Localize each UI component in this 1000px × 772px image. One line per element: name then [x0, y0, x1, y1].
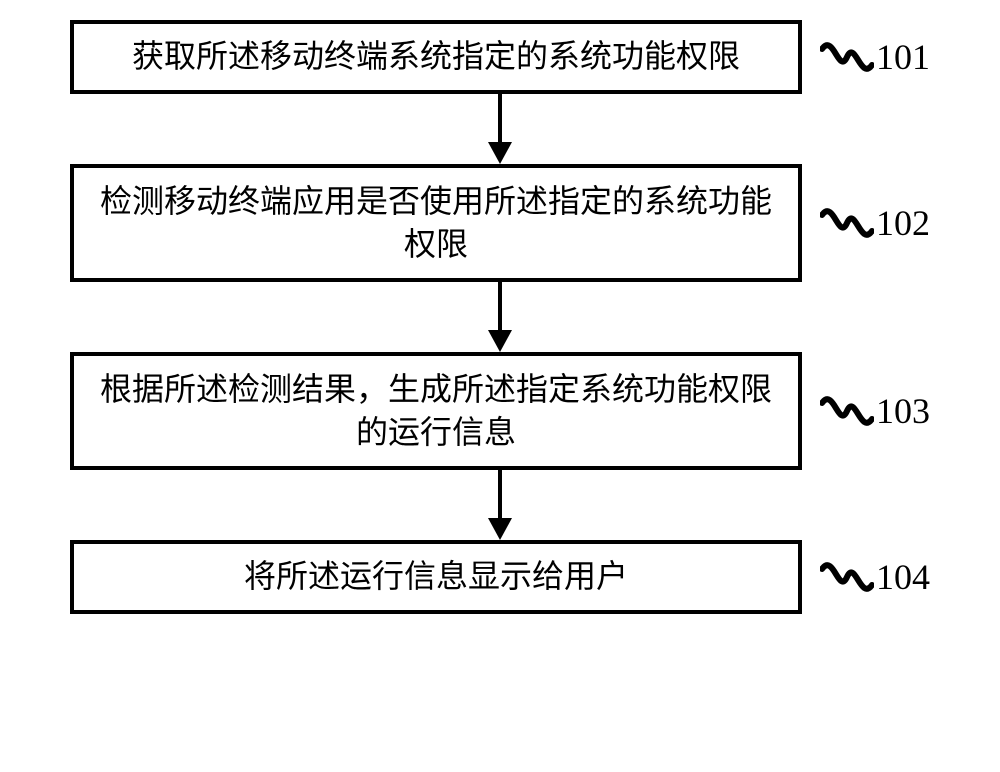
flow-label-text: 102 — [876, 202, 930, 244]
flow-node: 获取所述移动终端系统指定的系统功能权限 — [70, 20, 802, 94]
arrow-down-icon — [484, 94, 516, 164]
flow-arrow-wrap — [130, 282, 870, 352]
flow-label: 104 — [820, 556, 930, 598]
flow-arrow-wrap — [130, 470, 870, 540]
flow-node: 根据所述检测结果，生成所述指定系统功能权限的运行信息 — [70, 352, 802, 470]
arrow-down-icon — [484, 282, 516, 352]
flow-label-text: 104 — [876, 556, 930, 598]
flow-label-text: 103 — [876, 390, 930, 432]
flow-row: 将所述运行信息显示给用户 104 — [70, 540, 930, 614]
tilde-icon — [820, 37, 874, 77]
flow-label-text: 101 — [876, 36, 930, 78]
diagram-canvas: 获取所述移动终端系统指定的系统功能权限 101 检测移动终端应用是否使用所述指定… — [0, 0, 1000, 772]
tilde-icon — [820, 203, 874, 243]
flow-label: 103 — [820, 390, 930, 432]
tilde-icon — [820, 391, 874, 431]
flow-label: 102 — [820, 202, 930, 244]
flow-row: 根据所述检测结果，生成所述指定系统功能权限的运行信息 103 — [70, 352, 930, 470]
flow-node: 将所述运行信息显示给用户 — [70, 540, 802, 614]
flow-arrow-wrap — [130, 94, 870, 164]
arrow-down-icon — [484, 470, 516, 540]
flow-label: 101 — [820, 36, 930, 78]
flow-row: 检测移动终端应用是否使用所述指定的系统功能权限 102 — [70, 164, 930, 282]
flow-row: 获取所述移动终端系统指定的系统功能权限 101 — [70, 20, 930, 94]
flowchart: 获取所述移动终端系统指定的系统功能权限 101 检测移动终端应用是否使用所述指定… — [70, 20, 930, 614]
tilde-icon — [820, 557, 874, 597]
flow-node: 检测移动终端应用是否使用所述指定的系统功能权限 — [70, 164, 802, 282]
